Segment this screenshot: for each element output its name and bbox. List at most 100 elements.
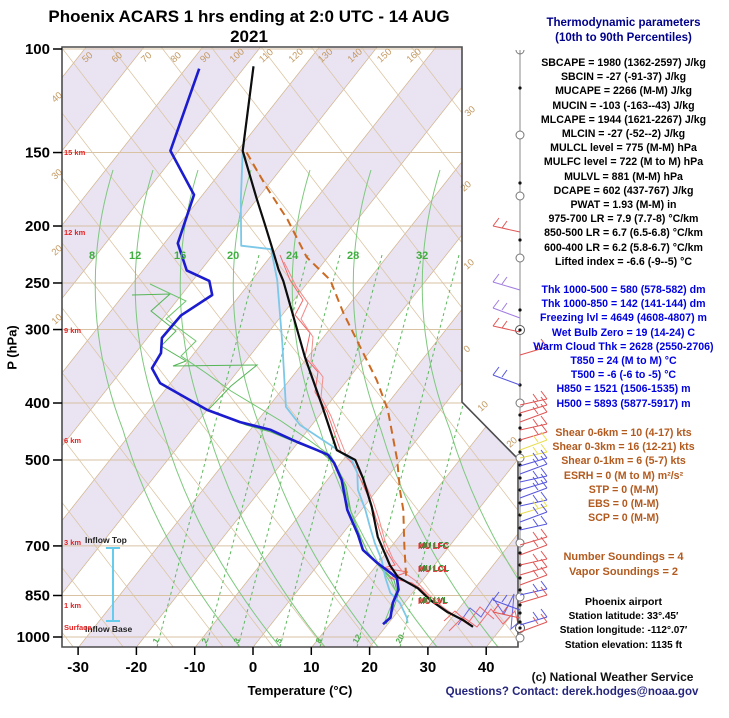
param-mucin: MUCIN = -103 (-163--43) J/kg — [552, 99, 695, 112]
param-mucape: MUCAPE = 2266 (M-M) J/kg — [555, 85, 692, 98]
svg-text:Surface: Surface — [64, 623, 92, 632]
svg-text:9 km: 9 km — [64, 326, 81, 335]
svg-text:-30: -30 — [67, 659, 89, 676]
svg-text:30: 30 — [463, 104, 478, 119]
svg-text:200: 200 — [25, 218, 50, 235]
svg-text:20: 20 — [361, 659, 378, 676]
param-mulfc: MULFC level = 722 (M to M) hPa — [543, 156, 704, 169]
param-esrh: ESRH = 0 (M to M) m²/s² — [563, 469, 684, 482]
param-sbcin: SBCIN = -27 (-91-37) J/kg — [560, 71, 687, 84]
svg-text:8: 8 — [89, 250, 95, 262]
panel-header-line2: (10th to 90th Percentiles) — [555, 32, 692, 44]
param-thk-1000-850: Thk 1000-850 = 142 (141-144) dm — [541, 298, 706, 311]
x-axis-label: Temperature (°C) — [247, 683, 353, 698]
svg-text:700: 700 — [25, 538, 50, 555]
svg-text:20: 20 — [227, 250, 239, 262]
param-mlcin: MLCIN = -27 (-52--2) J/kg — [561, 128, 686, 141]
page-title: Phoenix ACARS 1 hrs ending at 2:0 UTC - … — [48, 7, 450, 46]
svg-text:1000: 1000 — [17, 629, 50, 646]
temperature-axis: -30 -20 -10 0 10 20 30 40 — [67, 647, 495, 676]
param-h850: H850 = 1521 (1506-1535) m — [556, 383, 691, 396]
param-lr-600-400: 600-400 LR = 6.2 (5.8-6.7) °C/km — [544, 241, 703, 254]
svg-text:12: 12 — [129, 250, 141, 262]
param-ebs: EBS = 0 (M-M) — [588, 498, 659, 511]
param-mlcape: MLCAPE = 1944 (1621-2267) J/kg — [540, 113, 707, 126]
svg-text:0: 0 — [249, 659, 257, 676]
panel-header: Thermodynamic parameters (10th to 90th P… — [518, 16, 729, 46]
svg-text:10: 10 — [462, 257, 477, 272]
svg-text:400: 400 — [25, 395, 50, 412]
moist-adiabats — [94, 169, 518, 647]
panel-header-line1: Thermodynamic parameters — [546, 17, 701, 29]
contact-text: Questions? Contact: derek.hodges@noaa.go… — [445, 686, 699, 698]
moist-adiabat-labels: 8 12 16 20 24 28 32 — [89, 250, 428, 262]
svg-text:-20: -20 — [126, 659, 148, 676]
param-lifted-index: Lifted index = -6.6 (-9--5) °C — [555, 255, 692, 268]
svg-text:MU LFC: MU LFC — [418, 542, 448, 551]
svg-text:28: 28 — [347, 250, 359, 262]
svg-text:10: 10 — [476, 399, 491, 414]
svg-text:24: 24 — [286, 250, 299, 262]
dewpoint-line — [150, 68, 400, 626]
svg-text:MU LVL: MU LVL — [419, 596, 448, 605]
param-lr-850-500: 850-500 LR = 6.7 (6.5-6.8) °C/km — [544, 227, 703, 240]
number-soundings: Number Soundings = 4 — [563, 551, 684, 563]
param-t850: T850 = 24 (M to M) °C — [570, 355, 677, 368]
thickness-parameters: Thk 1000-500 = 580 (578-582) dm Thk 1000… — [518, 283, 729, 411]
param-sbcape: SBCAPE = 1980 (1362-2597) J/kg — [541, 57, 706, 69]
param-shear-0-6km: Shear 0-6km = 10 (4-17) kts — [555, 427, 692, 439]
svg-text:Inflow Base: Inflow Base — [85, 624, 133, 634]
wind-barb-column — [492, 49, 548, 643]
svg-text:250: 250 — [25, 275, 50, 292]
svg-text:100: 100 — [25, 41, 50, 58]
station-name: Phoenix airport — [584, 596, 662, 608]
svg-text:8: 8 — [314, 636, 324, 645]
station-longitude: Station longitude: -112°.07′ — [559, 625, 688, 637]
param-wet-bulb-zero: Wet Bulb Zero = 19 (14-24) C — [551, 326, 696, 339]
svg-text:16: 16 — [174, 250, 186, 262]
y-axis-label: P (hPa) — [4, 325, 20, 370]
svg-text:MU LVL: MU LVL — [418, 597, 447, 606]
param-thk-1000-500: Thk 1000-500 = 580 (578-582) dm — [541, 284, 706, 296]
svg-text:0: 0 — [462, 344, 473, 356]
param-stp: STP = 0 (M-M) — [588, 483, 659, 496]
param-shear-0-1km: Shear 0-1km = 6 (5-7) kts — [561, 455, 686, 468]
param-t500: T500 = -6 (-6 to -5) °C — [570, 369, 677, 382]
svg-text:MU LCL: MU LCL — [419, 564, 449, 573]
param-warm-cloud-thk: Warm Cloud Thk = 2628 (2550-2706) — [533, 340, 714, 353]
param-freezing-lvl: Freezing lvl = 4649 (4608-4807) m — [540, 312, 707, 325]
svg-text:5: 5 — [274, 636, 284, 645]
inflow-layer-marker: Inflow Top Inflow Base — [85, 535, 133, 634]
svg-text:2: 2 — [200, 636, 210, 645]
svg-text:1: 1 — [151, 636, 161, 645]
param-lr-975-700: 975-700 LR = 7.9 (7.7-8) °C/km — [548, 213, 699, 226]
svg-text:150: 150 — [25, 145, 50, 162]
svg-text:300: 300 — [25, 322, 50, 339]
svg-text:1 km: 1 km — [64, 601, 81, 610]
svg-text:10: 10 — [303, 659, 320, 676]
param-scp: SCP = 0 (M-M) — [588, 512, 659, 525]
pressure-axis: 100 150 200 250 300 400 500 700 850 1000 — [17, 41, 62, 646]
parcel-path-line — [245, 152, 408, 578]
copyright-text: (c) National Weather Service — [531, 670, 694, 684]
isotherm-stripes — [62, 47, 518, 647]
param-pwat: PWAT = 1.93 (M-M) in — [570, 199, 677, 212]
svg-text:3 km: 3 km — [64, 538, 81, 547]
svg-text:6 km: 6 km — [64, 436, 81, 445]
svg-text:32: 32 — [416, 250, 428, 262]
svg-text:15 km: 15 km — [64, 148, 86, 157]
svg-text:3: 3 — [232, 636, 242, 645]
svg-text:-10: -10 — [184, 659, 206, 676]
svg-text:12 km: 12 km — [64, 228, 86, 237]
param-mulvl: MULVL = 881 (M-M) hPa — [564, 170, 683, 183]
svg-text:40: 40 — [478, 659, 495, 676]
svg-text:500: 500 — [25, 452, 50, 469]
thermodynamic-parameters: SBCAPE = 1980 (1362-2597) J/kg SBCIN = -… — [518, 56, 729, 269]
svg-text:MU LFC: MU LFC — [419, 541, 449, 550]
svg-text:Inflow Top: Inflow Top — [85, 535, 127, 545]
station-info: Station latitude: 33°.45′ Station longit… — [518, 610, 729, 653]
vapor-soundings: Vapor Soundings = 2 — [568, 566, 679, 578]
